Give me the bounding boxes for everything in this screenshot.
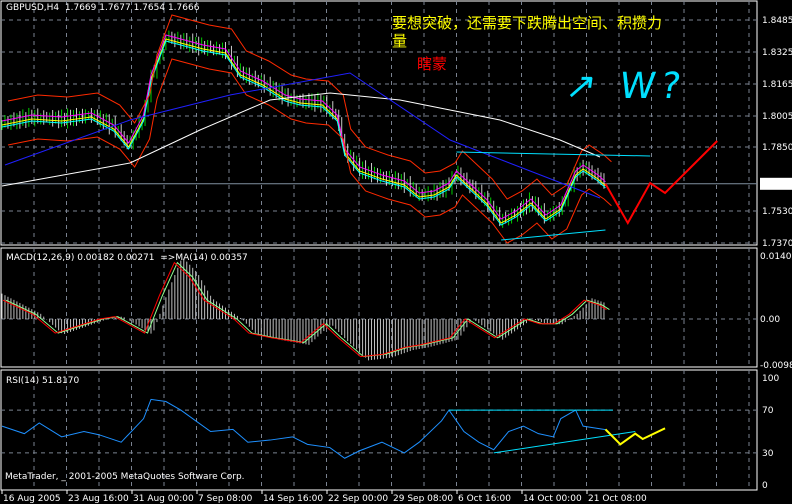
ma-cyan <box>1 40 606 226</box>
annotation-cyan-scribble[interactable]: ↗ W? <box>563 66 690 107</box>
price-axis-tick: 1.7850 <box>762 143 792 153</box>
time-axis-label: 14 Oct 00:00 <box>523 494 582 504</box>
price-axis-tick: 1.8005 <box>762 112 792 122</box>
macd-axis-tick: 0.00 <box>760 315 780 325</box>
channel-upper-line <box>456 151 651 157</box>
macd-main-line <box>2 261 607 358</box>
rsi-projection-yellow <box>604 427 666 446</box>
macd-panel-frame <box>0 247 758 368</box>
moving-average-blue <box>4 72 601 199</box>
rsi-axis-tick: 30 <box>762 449 774 459</box>
rsi-panel-frame <box>0 369 758 491</box>
time-axis-label: 29 Sep 08:00 <box>393 494 453 504</box>
time-axis-label: 21 Oct 08:00 <box>588 494 647 504</box>
rsi-axis-tick: 0 <box>762 481 768 491</box>
symbol-header: GBPUSD,H4 1.7669 1.7677 1.7654 1.7666 <box>6 3 200 13</box>
price-axis-tick: 1.8325 <box>762 48 792 58</box>
time-axis-label: 16 Aug 2005 <box>3 494 61 504</box>
rsi-axis-tick: 70 <box>762 406 774 416</box>
macd-axis-tick: -0.0098 <box>760 361 792 371</box>
time-axis-label: 14 Sep 16:00 <box>263 494 323 504</box>
time-axis-label: 6 Oct 16:00 <box>458 494 511 504</box>
price-axis-tick: 1.7666 <box>762 180 792 190</box>
bollinger-lower <box>7 58 612 244</box>
annotation-red[interactable]: 瞎蒙 <box>417 55 448 73</box>
time-axis-label: 23 Aug 16:00 <box>68 494 129 504</box>
channel-lower-line <box>501 229 606 241</box>
time-axis: 16 Aug 2005 23 Aug 16:00 31 Aug 00:00 7 Sep… <box>1 490 647 504</box>
rsi-trend-line <box>493 431 636 454</box>
rsi-title: RSI(14) 51.8170 <box>6 376 80 386</box>
ma-yellow <box>1 38 606 224</box>
macd-title: MACD(12,26,9) 0.00182 0.00271 =>MA(14) 0… <box>6 253 248 263</box>
moving-average-long <box>1 92 601 187</box>
price-projection-red <box>604 140 718 226</box>
annotation-yellow-line2[interactable]: 量 <box>392 32 408 50</box>
price-axis-tick: 1.7370 <box>762 239 792 249</box>
time-axis-label: 31 Aug 00:00 <box>133 494 194 504</box>
macd-signal-line <box>5 261 610 358</box>
bollinger-upper <box>7 14 612 200</box>
time-axis-label: 22 Sep 00:00 <box>328 494 388 504</box>
price-axis-tick: 1.7530 <box>762 207 792 217</box>
price-axis-tick: 1.8485 <box>762 16 792 26</box>
annotation-yellow-line1[interactable]: 要想突破，还需要下跌腾出空间、积攒力 <box>392 14 663 32</box>
rsi-line <box>1 398 606 459</box>
time-axis-label: 7 Sep 08:00 <box>198 494 253 504</box>
price-axis-tick: 1.8165 <box>762 80 792 90</box>
copyright: MetaTrader, _ 2001-2005 MetaQuotes Softw… <box>5 472 245 482</box>
macd-axis-tick: 0.01405 <box>760 252 792 262</box>
price-panel-frame <box>0 0 758 246</box>
current-price-label-bg <box>760 177 792 190</box>
ma-magenta <box>1 34 606 220</box>
rsi-axis-tick: 100 <box>762 374 779 384</box>
